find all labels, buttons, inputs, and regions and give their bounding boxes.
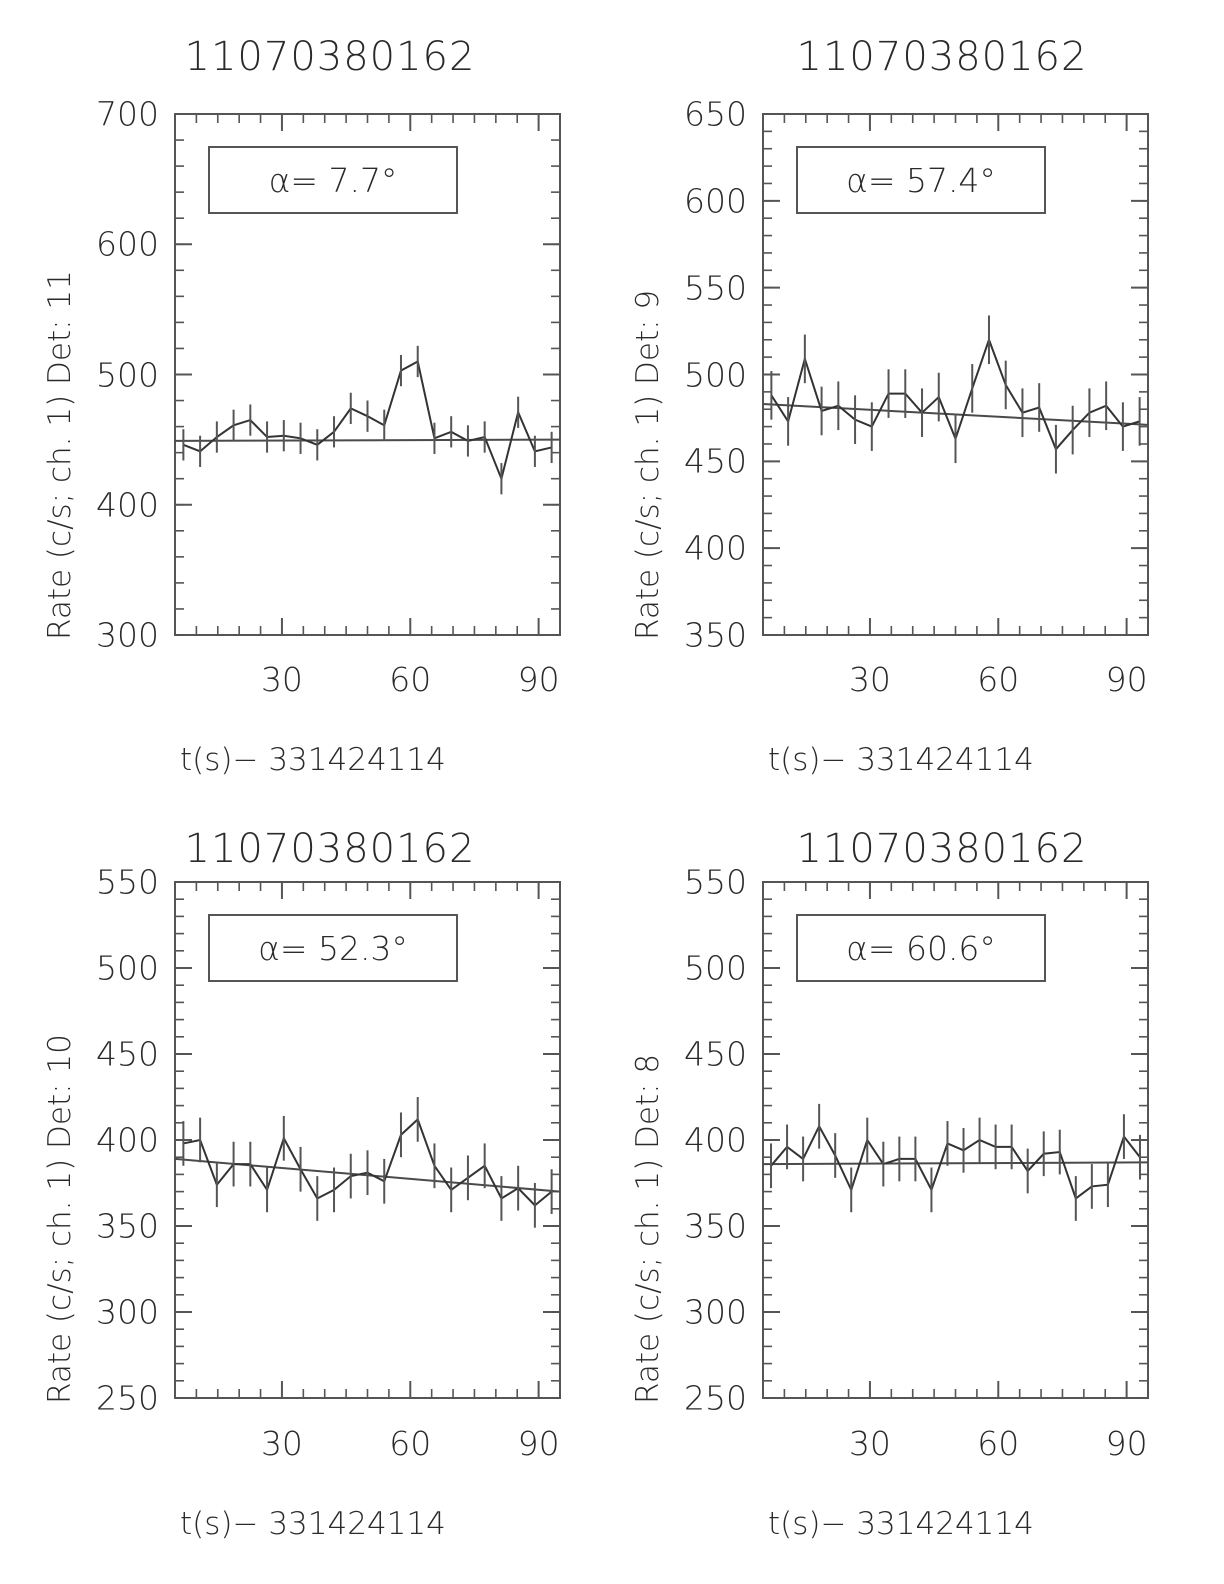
y-tick-label: 300	[96, 615, 159, 655]
error-bars	[770, 1103, 1141, 1221]
y-tick-label: 700	[96, 94, 159, 134]
x-tick-label: 60	[389, 660, 432, 699]
y-tick-label: 400	[684, 1120, 747, 1160]
y-tick-label: 550	[684, 268, 747, 308]
y-tick-label: 350	[684, 615, 747, 655]
axis-ticks	[762, 881, 1149, 1399]
annotation-box	[796, 146, 1046, 214]
y-tick-label: 450	[96, 1034, 159, 1074]
plot-area: α= 52.3°	[174, 881, 561, 1399]
y-tick-label: 400	[96, 1120, 159, 1160]
error-bars	[770, 315, 1141, 474]
annotation-label: α= 7.7°	[269, 161, 398, 200]
x-tick-label: 90	[1105, 1424, 1148, 1463]
x-tick-label: 30	[260, 1424, 303, 1463]
error-bars	[182, 1097, 553, 1228]
plot-area: α= 7.7°	[174, 113, 561, 636]
y-tick-label: 550	[96, 862, 159, 902]
x-tick-label: 90	[517, 1424, 560, 1463]
y-tick-label: 350	[684, 1206, 747, 1246]
x-tick-label: 60	[389, 1424, 432, 1463]
x-tick-label: 30	[848, 660, 891, 699]
error-bars	[182, 345, 553, 495]
y-tick-label: 450	[684, 1034, 747, 1074]
plot-area: α= 60.6°	[762, 881, 1149, 1399]
axis-ticks	[762, 113, 1149, 636]
annotation-box	[796, 914, 1046, 982]
annotation-box	[208, 146, 458, 214]
axis-ticks	[174, 113, 561, 636]
x-tick-label: 60	[977, 1424, 1020, 1463]
x-tick-label: 90	[1105, 660, 1148, 699]
annotation-box	[208, 914, 458, 982]
y-tick-label: 650	[684, 94, 747, 134]
panel-det-10: 11070380162 Rate (c/s; ch. 1) Det: 10 t(s)…	[0, 792, 612, 1584]
y-tick-label: 250	[684, 1378, 747, 1418]
y-tick-label: 550	[684, 862, 747, 902]
annotation-label: α= 52.3°	[258, 929, 408, 968]
y-tick-label: 400	[96, 485, 159, 525]
x-tick-label: 30	[848, 1424, 891, 1463]
y-tick-label: 450	[684, 441, 747, 481]
panel-det-9: 11070380162 Rate (c/s; ch. 1) Det: 9 t(s)−…	[612, 0, 1224, 792]
annotation-label: α= 60.6°	[846, 929, 996, 968]
x-axis-label: t(s)− 331424114	[768, 1506, 1034, 1542]
y-tick-label: 350	[96, 1206, 159, 1246]
fit-line	[762, 1161, 1149, 1166]
axis-ticks	[174, 881, 561, 1399]
x-axis-label: t(s)− 331424114	[768, 742, 1034, 778]
plot-area: α= 57.4°	[762, 113, 1149, 636]
panel-title: 11070380162	[184, 34, 476, 80]
y-tick-label: 250	[96, 1378, 159, 1418]
panel-title: 11070380162	[796, 34, 1088, 80]
x-tick-label: 90	[517, 660, 560, 699]
panel-det-11: 11070380162 Rate (c/s; ch. 1) Det: 11 t(s)…	[0, 0, 612, 792]
y-tick-label: 300	[684, 1292, 747, 1332]
panel-det-8: 11070380162 Rate (c/s; ch. 1) Det: 8 t(s)−…	[612, 792, 1224, 1584]
panel-title: 11070380162	[184, 826, 476, 872]
y-tick-label: 500	[96, 948, 159, 988]
panel-title: 11070380162	[796, 826, 1088, 872]
x-axis-label: t(s)− 331424114	[180, 742, 446, 778]
fit-line	[174, 438, 561, 442]
x-tick-label: 60	[977, 660, 1020, 699]
y-tick-label: 300	[96, 1292, 159, 1332]
y-tick-label: 500	[684, 948, 747, 988]
data-series-line	[770, 1124, 1141, 1201]
x-tick-label: 30	[260, 660, 303, 699]
annotation-label: α= 57.4°	[846, 161, 996, 200]
y-tick-label: 500	[96, 355, 159, 394]
y-tick-label: 600	[96, 224, 159, 264]
y-tick-label: 400	[684, 528, 747, 568]
y-tick-label: 600	[684, 181, 747, 221]
x-axis-label: t(s)− 331424114	[180, 1506, 446, 1542]
y-tick-label: 500	[684, 355, 747, 394]
